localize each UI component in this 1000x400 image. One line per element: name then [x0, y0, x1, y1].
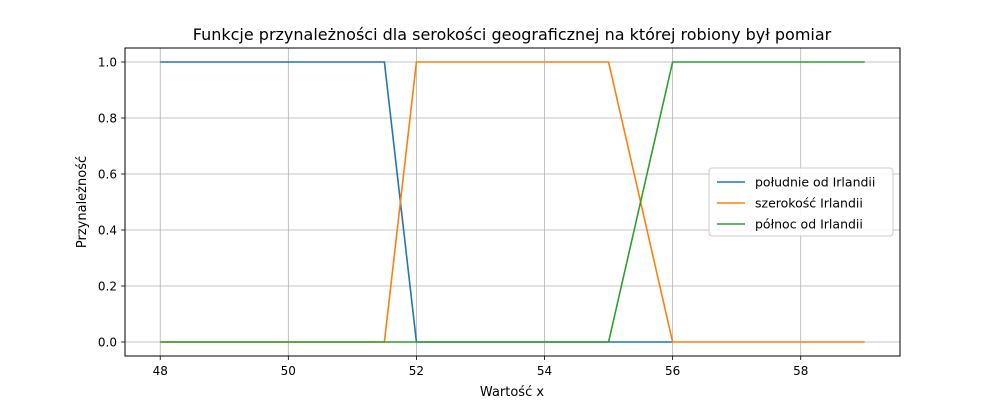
y-axis-label: Przynależność [75, 156, 90, 248]
chart-title: Funkcje przynależności dla serokości geo… [193, 25, 832, 44]
x-tick-label: 54 [537, 364, 552, 378]
legend: południe od Irlandii szerokość Irlandii pó… [708, 167, 894, 237]
x-tick-label: 52 [409, 364, 424, 378]
x-tick-label: 50 [281, 364, 296, 378]
y-tick-label: 0.0 [98, 336, 117, 350]
plot-frame [124, 47, 901, 357]
ticks: 48 50 52 54 56 58 0.0 0.2 0.4 0.6 0.8 1.0 [98, 56, 808, 379]
y-tick-label: 0.6 [98, 168, 117, 182]
y-tick-label: 0.2 [98, 280, 117, 294]
legend-label: północ od Irlandii [755, 217, 863, 232]
y-tick-label: 0.8 [98, 112, 117, 126]
x-tick-label: 56 [665, 364, 680, 378]
y-tick-label: 0.4 [98, 224, 117, 238]
series-line-3 [160, 61, 865, 343]
y-tick-label: 1.0 [98, 56, 117, 70]
legend-box [708, 167, 894, 237]
x-tick-label: 48 [153, 364, 168, 378]
legend-label: szerokość Irlandii [755, 196, 863, 211]
series-lines [160, 61, 865, 343]
legend-label: południe od Irlandii [755, 175, 875, 190]
x-axis-label: Wartość x [480, 385, 544, 400]
x-tick-label: 58 [793, 364, 808, 378]
